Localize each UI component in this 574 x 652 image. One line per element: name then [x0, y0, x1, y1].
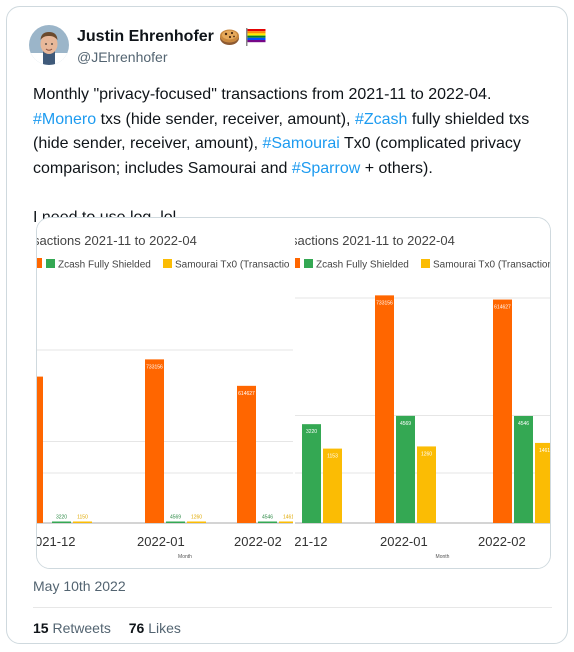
x-tick-label: 021-12 — [37, 534, 75, 549]
media-grid[interactable]: sactions 2021-11 to 2022-04 Zcash Fully S… — [36, 217, 551, 569]
tweet-line: Monthly "privacy-focused" transactions f… — [33, 83, 553, 108]
hashtag-link[interactable]: #Monero — [33, 110, 97, 128]
data-label: 4569 — [170, 515, 181, 521]
legend-label: Samourai Tx0 (Transaction — [433, 260, 550, 271]
chart-image-linear[interactable]: sactions 2021-11 to 2022-04 Zcash Fully S… — [37, 218, 293, 568]
bar-zcash — [514, 415, 533, 523]
avatar[interactable] — [29, 25, 69, 65]
tweet-text-segment: + others). — [360, 159, 433, 177]
x-tick-label: 2022-02 — [234, 534, 282, 549]
bar-samourai — [323, 448, 342, 523]
rainbow-flag-icon — [245, 28, 266, 46]
data-label: 3220 — [306, 429, 317, 435]
x-tick-label: 021-12 — [295, 534, 327, 549]
data-label: 1461 — [283, 515, 293, 521]
hashtag-link[interactable]: #Sparrow — [291, 159, 361, 177]
x-axis-title: Month — [178, 554, 192, 560]
author-handle[interactable]: @JEhrenhofer — [77, 49, 168, 65]
retweets-label: Retweets — [52, 620, 111, 636]
tweet-date[interactable]: May 10th 2022 — [33, 578, 126, 594]
author-name-text: Justin Ehrenhofer — [77, 27, 214, 45]
tweet-text-segment: txs (hide sender, receiver, amount), — [96, 110, 355, 128]
avatar-photo — [29, 25, 69, 65]
tweet-line: #Monero txs (hide sender, receiver, amou… — [33, 108, 553, 133]
tweet-text-segment: comparison; includes Samourai and — [33, 159, 292, 177]
bar-monero — [237, 385, 256, 523]
bar-samourai — [417, 446, 436, 523]
tweet-text-segment: fully shielded txs — [407, 110, 530, 128]
tweet-card[interactable]: Justin Ehrenhofer @JEhrenhofer Monthly "… — [6, 6, 568, 644]
tweet-text-segment: Monthly "privacy-focused" transactions f… — [33, 86, 492, 103]
author-name[interactable]: Justin Ehrenhofer — [77, 27, 267, 46]
legend-swatch-monero — [295, 258, 300, 268]
data-label: 1153 — [327, 454, 338, 460]
retweets-count: 15 — [33, 620, 49, 636]
legend-label: Samourai Tx0 (Transactio — [175, 260, 290, 271]
legend-label: Zcash Fully Shielded — [58, 260, 151, 271]
x-tick-label: 2022-01 — [380, 534, 428, 549]
hashtag-link[interactable]: #Samourai — [262, 135, 340, 152]
legend-swatch-zcash — [304, 259, 313, 268]
data-label: 1461 — [539, 448, 550, 454]
data-label: 733156 — [146, 364, 163, 370]
bar-zcash — [396, 415, 415, 523]
chart-title: sactions 2021-11 to 2022-04 — [295, 233, 455, 248]
bar-zcash — [52, 521, 71, 523]
tweet-text-segment: (hide sender, receiver, amount), — [33, 135, 263, 152]
legend-swatch-monero — [37, 258, 42, 268]
x-tick-label: 2022-02 — [478, 534, 526, 549]
likes-count: 76 — [128, 620, 145, 636]
chart-log: sactions 2021-11 to 2022-04 Zcash Fully S… — [295, 233, 550, 560]
tweet-line: (hide sender, receiver, amount), #Samour… — [33, 132, 553, 157]
bar-samourai — [279, 521, 293, 523]
bar-samourai — [73, 521, 92, 523]
data-label: 1260 — [421, 451, 432, 457]
bar-monero — [37, 376, 43, 523]
hashtag-link[interactable]: #Zcash — [354, 110, 408, 128]
retweets-stat[interactable]: 15 Retweets — [33, 620, 111, 636]
bar-monero — [375, 295, 394, 523]
divider — [33, 607, 552, 608]
data-label: 4546 — [262, 515, 273, 521]
data-label: 1260 — [191, 515, 202, 521]
likes-label: Likes — [148, 620, 181, 636]
cookie-icon — [219, 29, 239, 45]
bar-zcash — [166, 521, 185, 523]
chart-linear: sactions 2021-11 to 2022-04 Zcash Fully S… — [37, 233, 293, 560]
tweet-text: Monthly "privacy-focused" transactions f… — [33, 83, 553, 230]
bar-monero — [145, 359, 164, 523]
bar-zcash — [258, 521, 277, 523]
x-tick-label: 2022-01 — [137, 534, 185, 549]
data-label: 3220 — [56, 515, 67, 521]
data-label: 614627 — [494, 305, 511, 311]
data-label: 4569 — [400, 421, 411, 427]
bar-samourai — [187, 521, 206, 523]
tweet-line: comparison; includes Samourai and #Sparr… — [33, 157, 553, 182]
likes-stat[interactable]: 76 Likes — [129, 620, 181, 636]
legend-swatch-zcash — [46, 259, 55, 268]
media-divider — [293, 218, 295, 568]
data-label: 1150 — [77, 515, 88, 521]
chart-image-log[interactable]: sactions 2021-11 to 2022-04 Zcash Fully S… — [295, 218, 550, 568]
blank-line — [33, 181, 553, 206]
data-label: 733156 — [376, 300, 393, 306]
bar-zcash — [302, 424, 321, 523]
tweet-text-segment: Tx0 (complicated privacy — [339, 135, 521, 152]
bar-monero — [493, 299, 512, 523]
legend-swatch-samourai — [421, 259, 430, 268]
legend-swatch-samourai — [163, 259, 172, 268]
legend-label: Zcash Fully Shielded — [316, 260, 409, 271]
data-label: 614627 — [238, 391, 255, 397]
engagement-stats: 15 Retweets 76 Likes — [33, 620, 195, 636]
bar-samourai — [535, 442, 550, 523]
chart-title: sactions 2021-11 to 2022-04 — [37, 233, 197, 248]
data-label: 4546 — [518, 421, 529, 427]
x-axis-title: Month — [436, 554, 450, 560]
